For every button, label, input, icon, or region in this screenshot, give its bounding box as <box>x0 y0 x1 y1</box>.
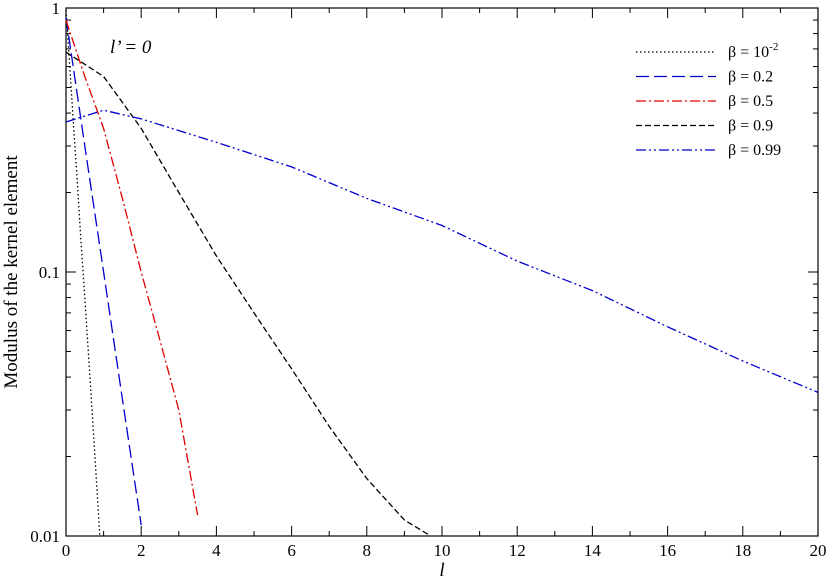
x-axis-title: l <box>439 560 444 581</box>
y-tick-label: 0.01 <box>30 527 60 546</box>
annotation-l-prime: l’ = 0 <box>110 37 152 58</box>
series-line-2 <box>65 17 142 526</box>
legend-label-text: β = 10 <box>728 44 769 61</box>
legend-label-text: β = 0.5 <box>728 93 773 110</box>
plot-frame <box>65 7 819 537</box>
legend-label-text: β = 0.2 <box>728 69 773 86</box>
legend-label-5: β = 0.99 <box>728 142 781 159</box>
x-tick-label: 12 <box>509 541 526 560</box>
series-line-1 <box>65 10 101 537</box>
x-tick-label: 16 <box>659 541 676 560</box>
x-tick-label: 10 <box>434 541 451 560</box>
x-tick-label: 20 <box>810 541 827 560</box>
y-tick-label: 1 <box>52 0 61 18</box>
series-line-3 <box>65 19 199 516</box>
y-tick-label: 0.1 <box>39 263 60 282</box>
series-line-4 <box>65 51 432 537</box>
series-layer <box>65 10 819 537</box>
x-tick-label: 4 <box>212 541 221 560</box>
legend-label-1: β = 10-2 <box>728 41 778 61</box>
legend: β = 10-2 β = 0.2 β = 0.5 β = 0.9 β = 0.99 <box>636 41 781 159</box>
y-axis-title: Modulus of the kernel element <box>1 155 22 389</box>
x-tick-label: 18 <box>734 541 751 560</box>
x-tick-label: 6 <box>287 541 296 560</box>
x-tick-label: 8 <box>363 541 372 560</box>
legend-label-text: β = 0.99 <box>728 142 781 159</box>
legend-label-text: β = 0.9 <box>728 118 773 135</box>
legend-label-superscript: -2 <box>769 41 778 53</box>
axis-ticks: 0 2 4 6 8 10 12 14 16 18 20 0.01 0.1 1 <box>30 0 826 560</box>
legend-label-3: β = 0.5 <box>728 93 773 110</box>
x-tick-label: 0 <box>62 541 71 560</box>
x-tick-label: 2 <box>137 541 146 560</box>
x-tick-label: 14 <box>584 541 602 560</box>
series-line-5 <box>65 109 819 393</box>
legend-label-4: β = 0.9 <box>728 118 773 135</box>
legend-label-2: β = 0.2 <box>728 69 773 86</box>
